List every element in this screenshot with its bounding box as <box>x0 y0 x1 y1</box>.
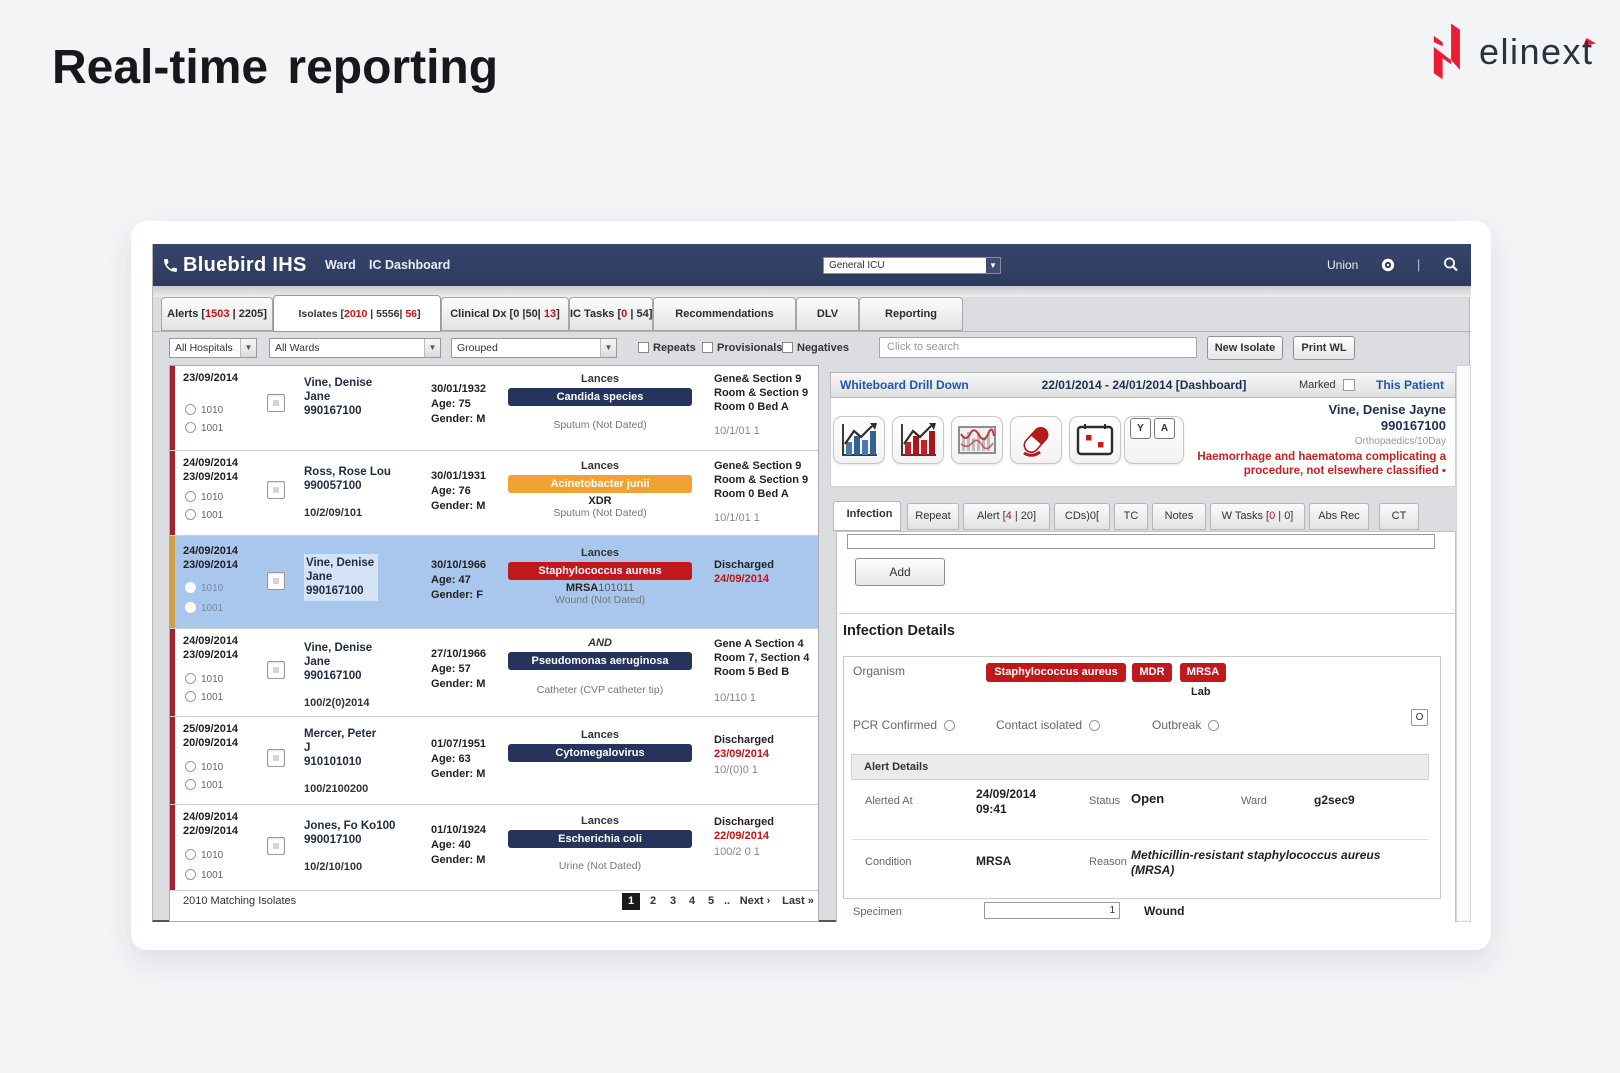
svg-text:elinext: elinext <box>1479 31 1594 72</box>
